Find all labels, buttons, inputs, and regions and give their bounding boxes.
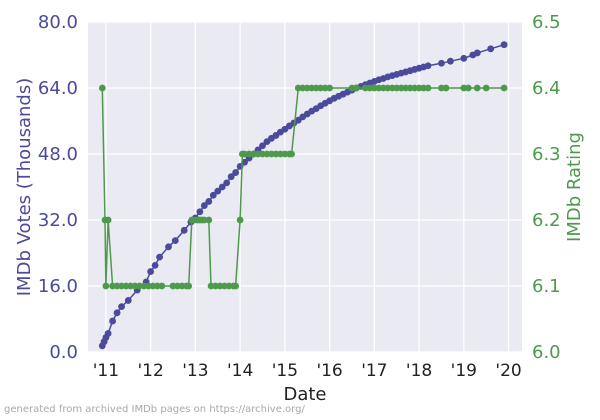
right-y-tick-label: 6.2 bbox=[532, 210, 561, 231]
right-y-tick-label: 6.5 bbox=[532, 12, 561, 33]
rating-point bbox=[326, 84, 334, 92]
right-y-tick-label: 6.3 bbox=[532, 144, 561, 165]
plot-area bbox=[88, 22, 522, 352]
votes-point bbox=[460, 54, 468, 62]
x-tick-label: '18 bbox=[406, 361, 432, 381]
votes-point bbox=[438, 59, 445, 67]
votes-point bbox=[113, 309, 121, 317]
votes-point bbox=[109, 317, 117, 325]
votes-point bbox=[424, 62, 432, 70]
rating-point bbox=[236, 216, 244, 224]
rating-point bbox=[185, 282, 193, 290]
left-y-tick-label: 32.0 bbox=[38, 210, 78, 231]
votes-point bbox=[196, 208, 204, 216]
rating-point bbox=[102, 282, 110, 290]
left-y-tick-label: 48.0 bbox=[38, 144, 78, 165]
rating-series bbox=[98, 84, 508, 290]
votes-point bbox=[223, 179, 231, 187]
votes-point bbox=[447, 57, 454, 65]
x-tick-label: '17 bbox=[361, 361, 387, 381]
rating-point bbox=[98, 84, 106, 92]
source-footer: generated from archived IMDb pages on ht… bbox=[4, 404, 305, 415]
rating-point bbox=[473, 84, 481, 92]
x-tick-label: '13 bbox=[182, 361, 208, 381]
x-tick-label: '14 bbox=[227, 361, 253, 381]
left-y-tick-label: 0.0 bbox=[49, 342, 78, 363]
right-y-tick-label: 6.1 bbox=[532, 276, 561, 297]
rating-point bbox=[158, 282, 166, 290]
x-tick-label: '15 bbox=[272, 361, 298, 381]
rating-point bbox=[205, 216, 213, 224]
votes-point bbox=[104, 330, 112, 337]
rating-point bbox=[288, 150, 295, 158]
votes-point bbox=[124, 297, 132, 304]
rating-point bbox=[424, 84, 432, 92]
x-tick-label: '19 bbox=[451, 361, 477, 381]
rating-point bbox=[232, 282, 240, 290]
votes-point bbox=[487, 45, 495, 53]
right-y-axis-label: IMDb Rating bbox=[564, 132, 585, 242]
left-y-axis-label: IMDb Votes (Thousands) bbox=[14, 78, 35, 297]
votes-point bbox=[118, 303, 125, 311]
right-y-tick-label: 6.4 bbox=[532, 78, 561, 99]
votes-point bbox=[209, 191, 217, 199]
votes-point bbox=[180, 226, 188, 234]
x-tick-label: '11 bbox=[93, 361, 119, 381]
votes-point bbox=[171, 237, 179, 245]
votes-point bbox=[500, 41, 508, 49]
x-gridlines bbox=[105, 22, 510, 352]
x-axis-label: Date bbox=[283, 384, 326, 405]
rating-point bbox=[482, 84, 490, 92]
votes-point bbox=[200, 202, 208, 209]
votes-point bbox=[165, 243, 172, 251]
votes-point bbox=[214, 187, 222, 195]
votes-point bbox=[151, 261, 159, 269]
right-y-tick-label: 6.0 bbox=[532, 342, 561, 363]
rating-point bbox=[464, 84, 472, 92]
left-y-tick-label: 64.0 bbox=[38, 78, 78, 99]
rating-point bbox=[442, 84, 450, 92]
votes-point bbox=[227, 173, 235, 181]
left-y-tick-label: 80.0 bbox=[38, 12, 78, 33]
x-tick-label: '12 bbox=[137, 361, 163, 381]
votes-point bbox=[259, 142, 266, 150]
x-tick-labels: '11 '12 '13 '14 '15 '16 '17 '18 '19 '20 bbox=[93, 361, 522, 381]
left-y-tick-labels: 0.0 16.0 32.0 48.0 64.0 80.0 bbox=[38, 12, 78, 363]
votes-series bbox=[98, 41, 508, 350]
rating-point bbox=[104, 216, 112, 224]
votes-point bbox=[147, 268, 155, 275]
left-y-tick-label: 16.0 bbox=[38, 276, 78, 297]
votes-point bbox=[232, 169, 240, 176]
rating-point bbox=[500, 84, 508, 92]
votes-point bbox=[473, 49, 481, 57]
votes-point bbox=[205, 198, 213, 205]
votes-point bbox=[218, 183, 226, 191]
votes-point bbox=[156, 253, 163, 261]
rating-point bbox=[353, 84, 360, 92]
x-tick-label: '20 bbox=[495, 361, 521, 381]
right-y-tick-labels: 6.0 6.1 6.2 6.3 6.4 6.5 bbox=[532, 12, 561, 363]
x-tick-label: '16 bbox=[316, 361, 342, 381]
